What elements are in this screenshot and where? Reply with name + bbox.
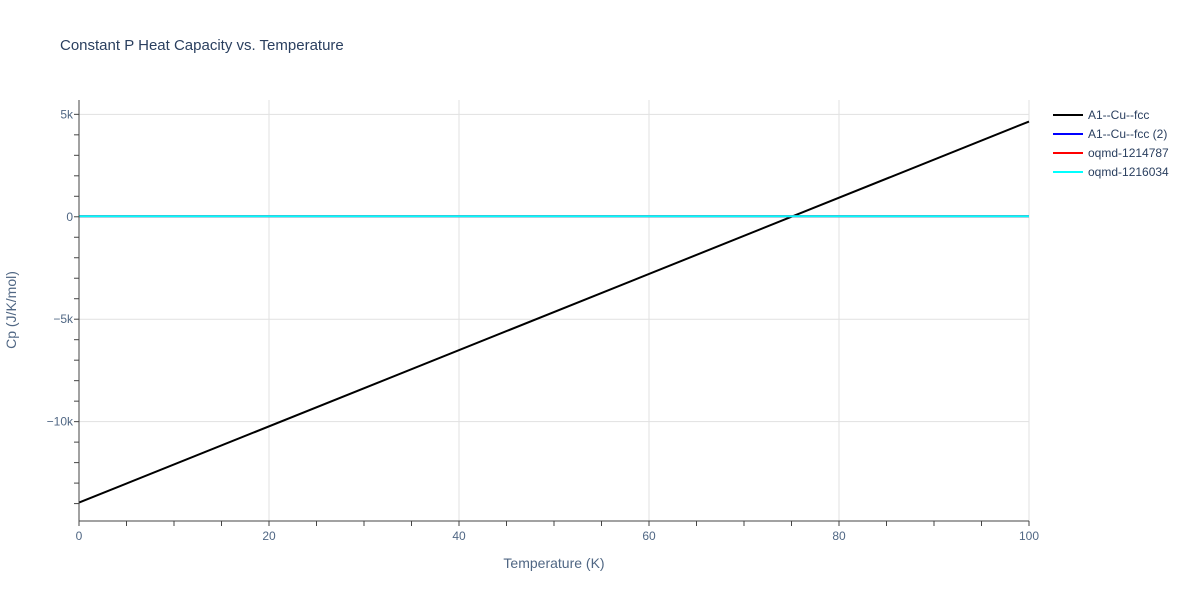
y-tick-label: 5k	[60, 107, 74, 121]
legend-label-4: oqmd-1216034	[1088, 165, 1169, 179]
x-axis-title: Temperature (K)	[503, 555, 604, 571]
x-tick-label: 40	[452, 529, 466, 543]
legend-label-1: A1--Cu--fcc	[1088, 108, 1149, 122]
grid-layer	[79, 100, 1030, 521]
x-tick-label: 60	[642, 529, 656, 543]
y-tick-label: −10k	[47, 415, 74, 429]
series-layer	[78, 120, 1030, 504]
x-tick-label: 20	[262, 529, 276, 543]
axes-layer	[74, 100, 1030, 526]
y-tick-label: −5k	[53, 312, 74, 326]
x-tick-labels: 0 20 40 60 80 100	[76, 529, 1040, 543]
chart-title: Constant P Heat Capacity vs. Temperature	[60, 37, 344, 54]
x-tick-label: 100	[1019, 529, 1039, 543]
legend-label-2: A1--Cu--fcc (2)	[1088, 127, 1167, 141]
y-tick-label: 0	[66, 210, 73, 224]
legend-label-3: oqmd-1214787	[1088, 146, 1169, 160]
x-tick-label: 80	[832, 529, 846, 543]
y-axis-title: Cp (J/K/mol)	[3, 271, 19, 349]
series-line-1	[78, 120, 1030, 504]
legend: A1--Cu--fcc A1--Cu--fcc (2) oqmd-1214787 oq…	[1053, 108, 1169, 179]
y-tick-labels: 5k 0 −5k −10k	[47, 107, 74, 428]
x-tick-label: 0	[76, 529, 83, 543]
